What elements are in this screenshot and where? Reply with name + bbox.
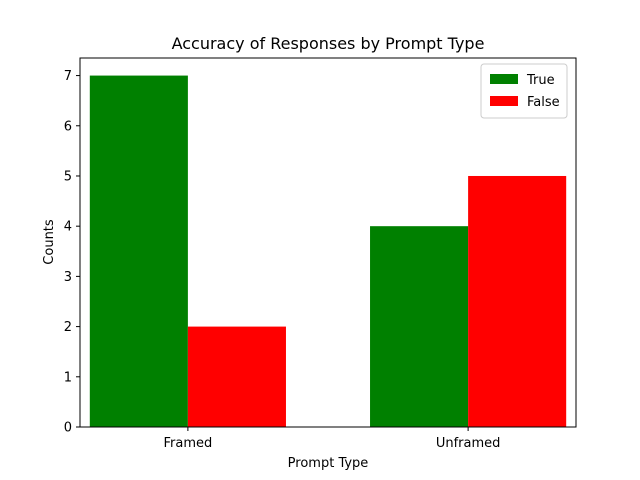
legend-label-true: True xyxy=(526,73,555,88)
y-tick-label: 1 xyxy=(64,370,72,385)
bar-true-framed xyxy=(89,75,188,428)
legend-swatch-true xyxy=(490,74,518,84)
y-axis-label: Counts xyxy=(42,219,57,265)
y-tick-label: 2 xyxy=(64,320,72,335)
legend-label-false: False xyxy=(527,95,560,110)
legend: True False xyxy=(480,63,568,119)
y-tick-label: 7 xyxy=(64,69,72,84)
y-tick-label: 6 xyxy=(64,119,72,134)
y-tick-label: 5 xyxy=(64,169,72,184)
y-tick-label: 3 xyxy=(64,270,72,285)
bars-layer xyxy=(89,75,567,428)
bar-true-unframed xyxy=(370,226,469,427)
bar-false-framed xyxy=(187,326,286,427)
bar-false-unframed xyxy=(468,175,567,427)
y-tick-label: 0 xyxy=(64,421,72,436)
y-axis: 0 1 2 3 4 5 6 7 xyxy=(64,69,80,436)
x-axis: Framed Unframed xyxy=(164,427,501,451)
x-tick-label-unframed: Unframed xyxy=(436,436,501,451)
x-axis-label: Prompt Type xyxy=(288,456,369,471)
legend-swatch-false xyxy=(490,96,518,106)
y-tick-label: 4 xyxy=(64,220,72,235)
chart-title: Accuracy of Responses by Prompt Type xyxy=(172,34,485,53)
plot-frame xyxy=(79,57,577,428)
x-tick-label-framed: Framed xyxy=(164,436,213,451)
